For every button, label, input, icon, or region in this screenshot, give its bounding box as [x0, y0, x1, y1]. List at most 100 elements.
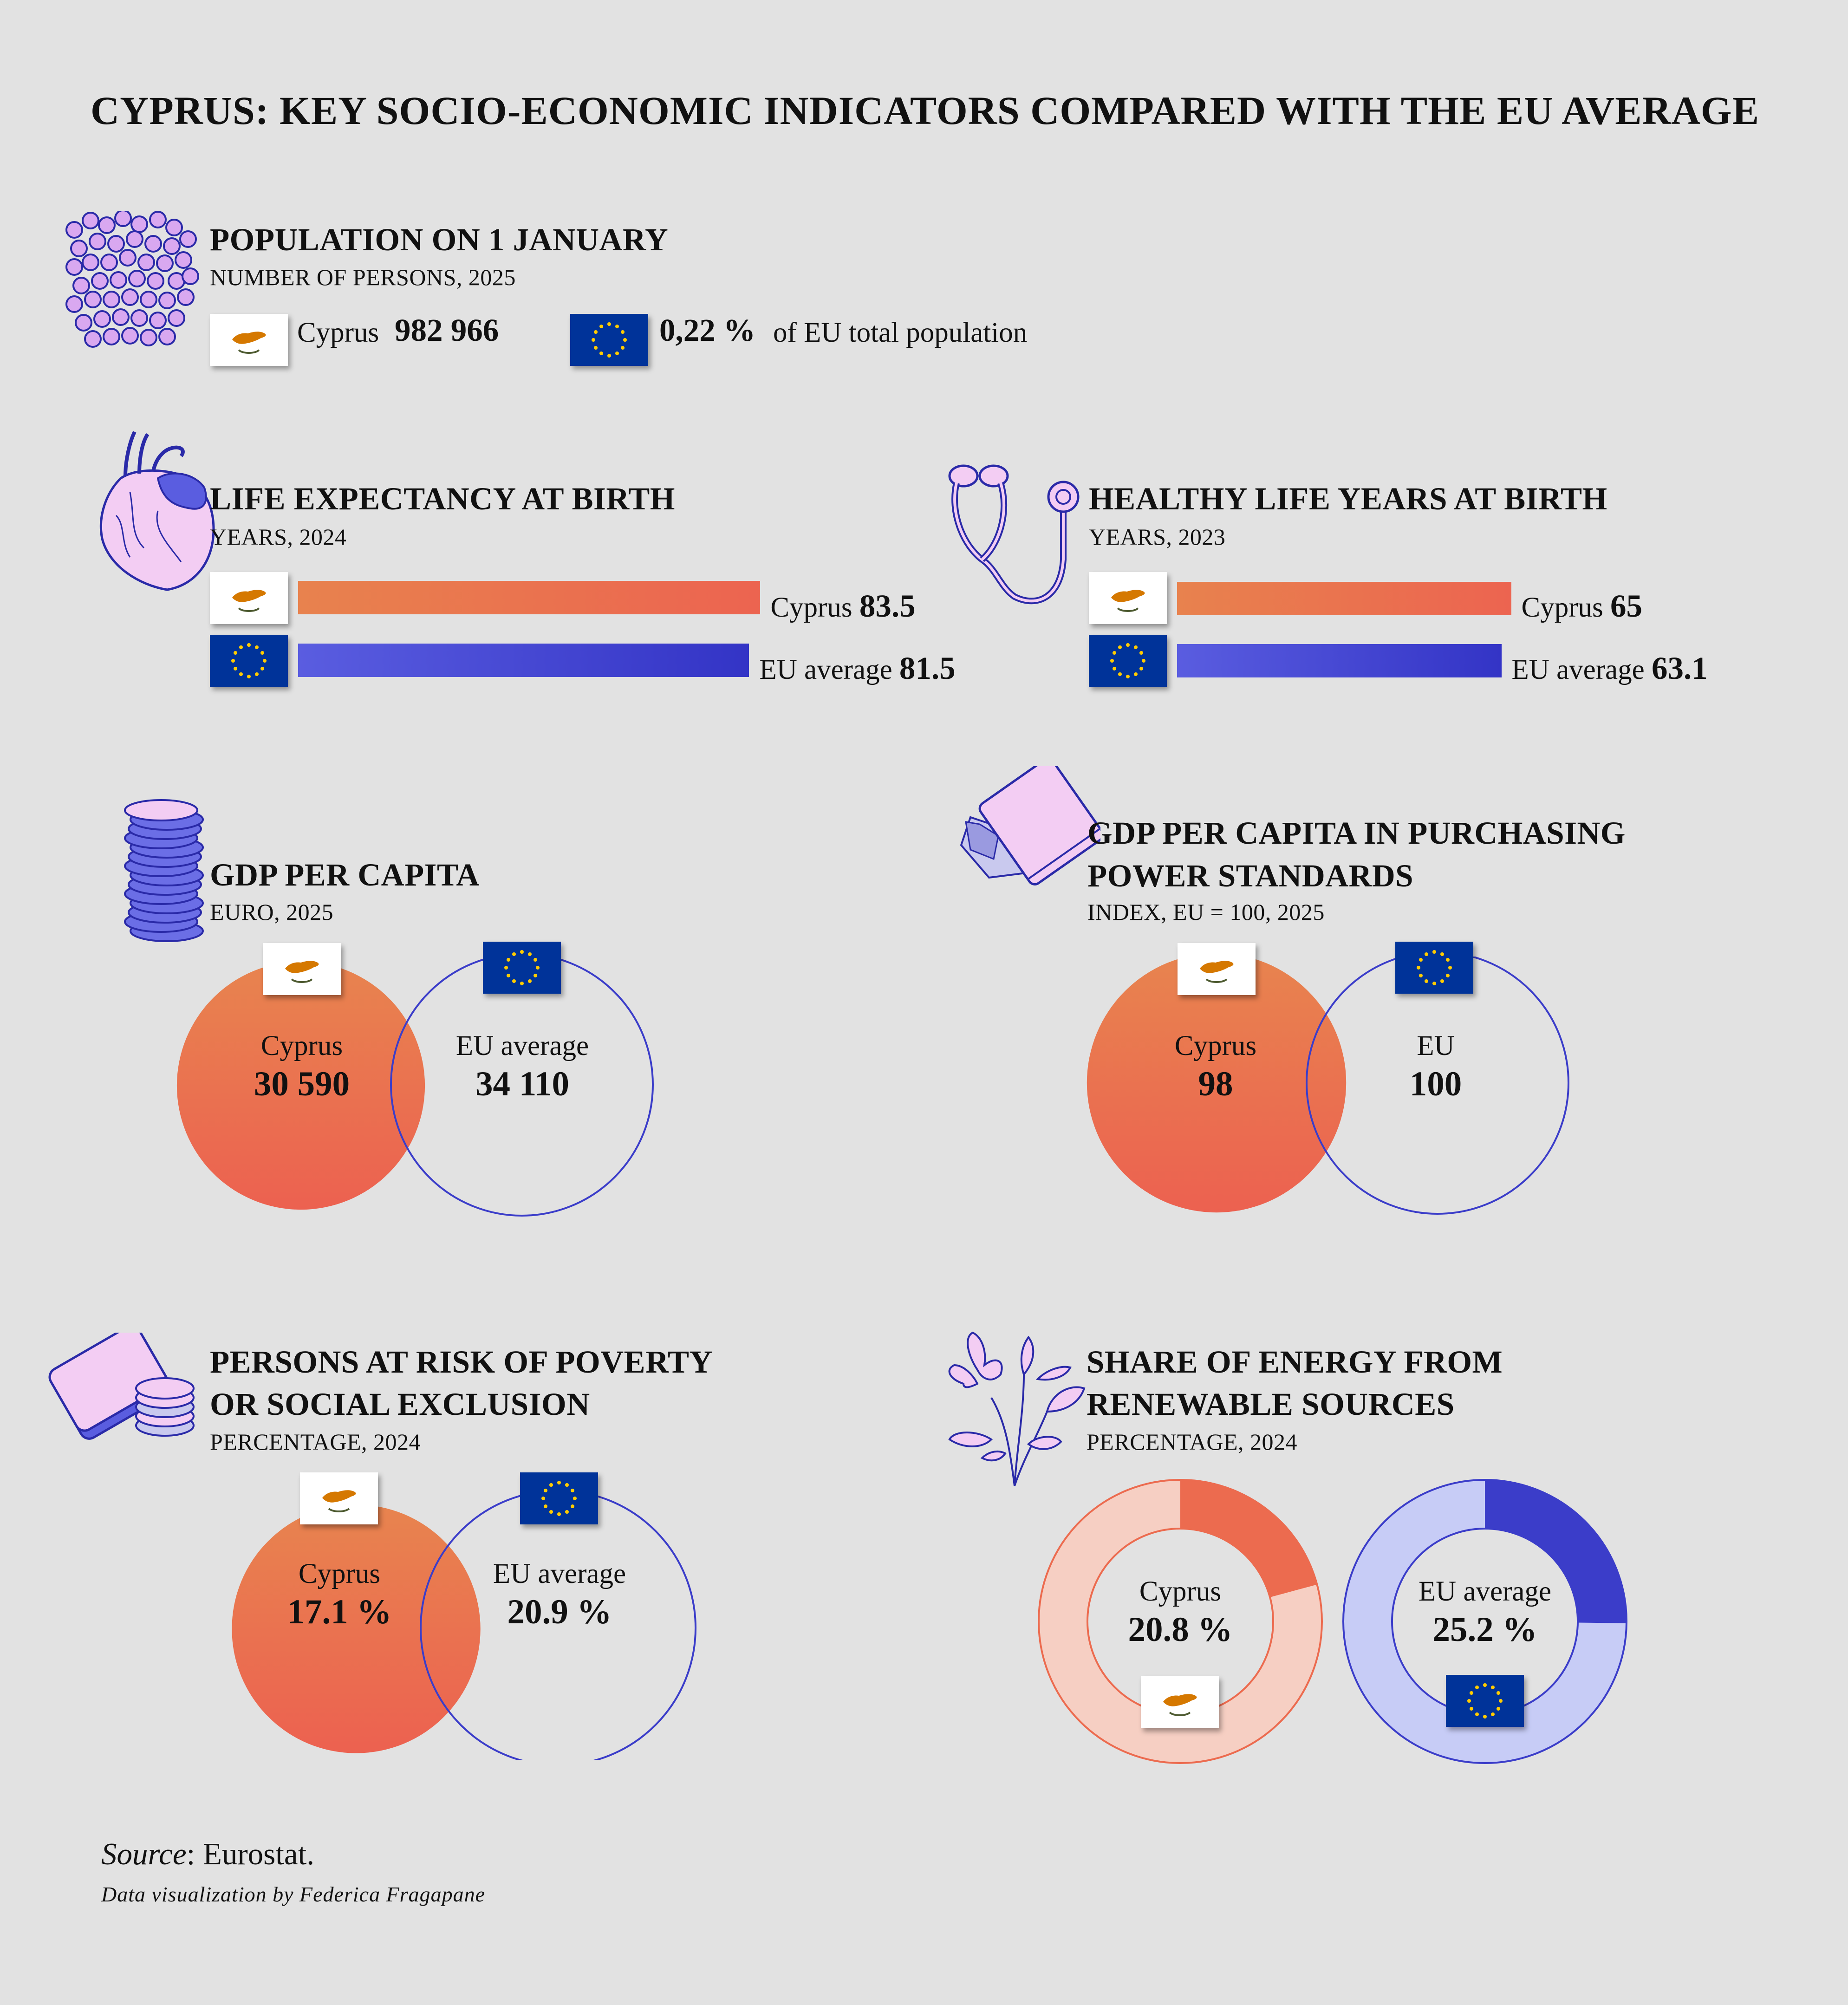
- heart-icon: [88, 423, 223, 594]
- population-dot: [149, 211, 167, 228]
- population-dot: [65, 221, 83, 239]
- cyprus-flag-icon: [210, 314, 288, 366]
- poverty-title-line2: OR SOCIAL EXCLUSION: [210, 1387, 590, 1422]
- population-dot: [175, 251, 192, 269]
- renewables-cyprus-donut: [1038, 1479, 1323, 1764]
- gdp-pps-bubble-chart: [1087, 957, 1569, 1215]
- poverty-eu-label: EU average: [493, 1558, 626, 1589]
- life-expectancy-cyprus-label: Cyprus: [770, 592, 852, 623]
- population-dot: [84, 330, 102, 348]
- source-text: : Eurostat.: [186, 1837, 314, 1871]
- healthy-life-cyprus-label-group: Cyprus 65: [1522, 588, 1643, 625]
- source-label: Source: [101, 1837, 187, 1871]
- renewables-subtitle: PERCENTAGE, 2024: [1087, 1429, 1297, 1455]
- eu-flag-icon: [1089, 635, 1167, 687]
- eu-flag-icon: [520, 1472, 598, 1524]
- donut-share-segment: [1180, 1480, 1317, 1597]
- renewables-eu-value: 25.2 %: [1432, 1610, 1537, 1649]
- population-dot: [98, 216, 116, 234]
- population-dot: [168, 309, 185, 327]
- healthy-life-cyprus-value: 65: [1610, 588, 1643, 624]
- gdp-pps-cyprus-value: 98: [1198, 1065, 1233, 1103]
- cyprus-flag-icon: [263, 943, 341, 995]
- healthy-life-cyprus-bar: [1177, 582, 1511, 615]
- donut-outer-edge: [1038, 1479, 1323, 1764]
- life-expectancy-eu-bar: [298, 644, 749, 677]
- population-dot: [147, 272, 164, 290]
- population-dot: [84, 291, 102, 308]
- gdp-cyprus-value: 30 590: [254, 1065, 350, 1103]
- page-title: CYPRUS: KEY SOCIO-ECONOMIC INDICATORS CO…: [91, 88, 1760, 133]
- population-dot: [100, 254, 118, 271]
- life-expectancy-eu-label-group: EU average 81.5: [759, 650, 955, 687]
- cyprus-flag-icon: [300, 1472, 378, 1524]
- wallet-cash-icon: [943, 757, 1104, 887]
- population-dot: [89, 233, 106, 250]
- gdp-cyprus-label: Cyprus: [260, 1030, 343, 1061]
- population-dots-icon: [65, 209, 200, 351]
- gdp-eu-circle: [390, 957, 654, 1217]
- population-dot: [149, 312, 167, 329]
- population-dot: [121, 288, 139, 306]
- population-dot: [65, 295, 83, 313]
- gdp-bubble-chart: [176, 957, 654, 1217]
- population-dot: [165, 219, 183, 236]
- stethoscope-icon: [945, 457, 1084, 611]
- cyprus-flag-icon: [1178, 943, 1256, 995]
- population-dot: [91, 272, 109, 290]
- renewables-eu-donut: [1342, 1479, 1627, 1764]
- population-dot: [140, 291, 157, 308]
- renewables-cyprus-label: Cyprus: [1139, 1576, 1222, 1607]
- renewables-donut-chart: [1038, 1479, 1627, 1764]
- population-eu-text: of EU total population: [773, 317, 1028, 348]
- population-dot: [121, 327, 139, 345]
- healthy-life-eu-bar: [1177, 644, 1502, 677]
- population-dot: [177, 288, 195, 306]
- gdp-pps-title-line1: GDP PER CAPITA IN PURCHASING: [1087, 815, 1626, 851]
- population-dot: [103, 291, 120, 308]
- gdp-pps-subtitle: INDEX, EU = 100, 2025: [1087, 899, 1325, 925]
- credit-line: Data visualization by Federica Fragapane: [101, 1882, 485, 1906]
- gdp-pps-eu-label: EU: [1417, 1030, 1455, 1061]
- gdp-pps-eu-value: 100: [1409, 1065, 1462, 1103]
- population-dot: [75, 314, 92, 332]
- gdp-title: GDP PER CAPITA: [210, 857, 480, 892]
- population-subtitle: NUMBER OF PERSONS, 2025: [210, 264, 516, 290]
- gdp-pps-eu-circle: [1306, 957, 1569, 1215]
- flower-plant-icon: [936, 1319, 1093, 1491]
- eu-flag-icon: [1395, 942, 1473, 994]
- population-dot: [140, 329, 157, 346]
- population-dot: [182, 267, 199, 285]
- donut-outer-edge: [1342, 1479, 1627, 1764]
- population-dot: [130, 215, 148, 233]
- coin-stack-icon: [123, 782, 207, 945]
- life-expectancy-subtitle: YEARS, 2024: [210, 524, 347, 550]
- healthy-life-eu-label: EU average: [1511, 654, 1645, 685]
- population-dot: [156, 254, 174, 272]
- healthy-life-cyprus-label: Cyprus: [1521, 592, 1603, 623]
- population-dot: [70, 240, 88, 257]
- life-expectancy-cyprus-bar: [298, 581, 761, 614]
- population-dot: [82, 254, 99, 271]
- gdp-eu-value: 34 110: [475, 1065, 570, 1103]
- cyprus-flag-icon: [210, 572, 288, 624]
- gdp-subtitle: EURO, 2025: [210, 899, 334, 925]
- life-expectancy-eu-value: 81.5: [899, 651, 956, 686]
- population-dot: [179, 230, 197, 248]
- population-dot: [137, 254, 155, 271]
- poverty-title-line1: PERSONS AT RISK OF POVERTY: [210, 1344, 713, 1380]
- life-expectancy-eu-label: EU average: [759, 654, 892, 685]
- healthy-life-title: HEALTHY LIFE YEARS AT BIRTH: [1089, 481, 1607, 516]
- cyprus-flag-icon: [1089, 572, 1167, 624]
- poverty-cyprus-circle: [232, 1504, 481, 1753]
- renewables-cyprus-value: 20.8 %: [1128, 1610, 1233, 1649]
- donut-share-segment: [1485, 1480, 1627, 1623]
- poverty-subtitle: PERCENTAGE, 2024: [210, 1429, 421, 1455]
- population-dot: [119, 249, 137, 267]
- population-dot: [93, 310, 111, 328]
- population-dot: [126, 230, 143, 248]
- healthy-life-eu-label-group: EU average 63.1: [1512, 650, 1708, 687]
- population-dot: [128, 270, 146, 287]
- gdp-pps-cyprus-label: Cyprus: [1174, 1030, 1257, 1061]
- healthy-life-eu-value: 63.1: [1651, 651, 1708, 686]
